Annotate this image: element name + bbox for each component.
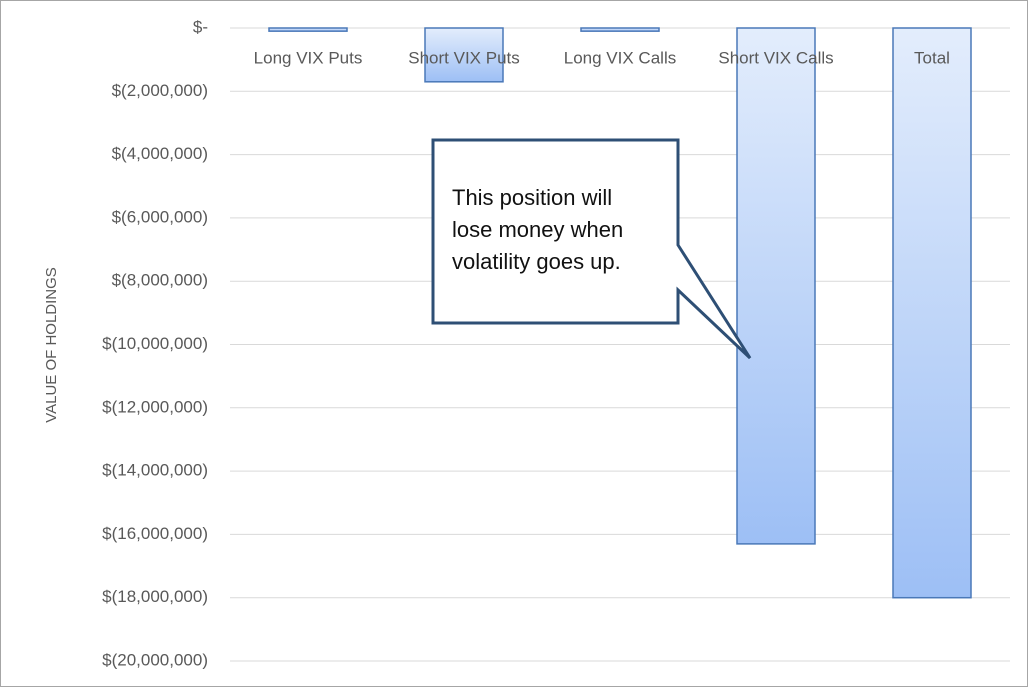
bar: [580, 27, 660, 32]
y-axis-label: VALUE OF HOLDINGS: [43, 267, 60, 423]
x-tick-label: Long VIX Calls: [564, 48, 676, 67]
y-tick-label: $(2,000,000): [112, 81, 208, 100]
y-tick-label: $(10,000,000): [102, 334, 208, 353]
x-tick-label: Total: [914, 48, 950, 67]
annotation: This position will lose money when volat…: [452, 185, 624, 274]
bar: [892, 27, 972, 599]
y-tick-label: $(18,000,000): [102, 587, 208, 606]
y-tick-label: $(4,000,000): [112, 144, 208, 163]
bar: [736, 27, 816, 545]
x-tick-label: Long VIX Puts: [254, 48, 363, 67]
y-tick-label: $(16,000,000): [102, 524, 208, 543]
y-tick-label: $(6,000,000): [112, 207, 208, 226]
callout: This position will lose money when volat…: [452, 185, 624, 274]
y-tick-label: $(8,000,000): [112, 271, 208, 290]
bar: [424, 27, 504, 83]
y-tick-label: $(14,000,000): [102, 461, 208, 480]
x-tick-label: Short VIX Puts: [408, 48, 520, 67]
y-tick-label: $(12,000,000): [102, 397, 208, 416]
y-tick-label: $(20,000,000): [102, 650, 208, 669]
x-tick-label: Short VIX Calls: [718, 48, 833, 67]
callout-box: [431, 138, 752, 360]
y-tick-label: $-: [193, 17, 208, 36]
bar: [268, 27, 348, 32]
